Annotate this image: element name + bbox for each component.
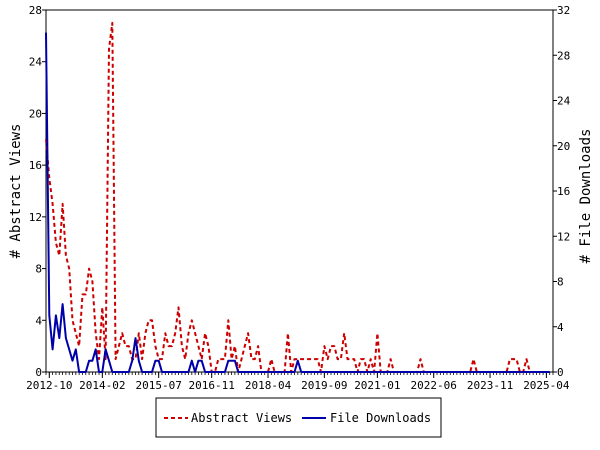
y2-axis-title: # File Downloads: [578, 129, 594, 264]
x-tick-label: 2019-09: [301, 379, 347, 392]
y2-tick-label: 24: [557, 95, 571, 108]
x-tick-label: 2016-11: [189, 379, 235, 392]
y2-tick-label: 28: [557, 49, 570, 62]
x-tick-label: 2025-04: [523, 379, 570, 392]
x-tick-label: 2018-04: [245, 379, 292, 392]
y-axis-title: # Abstract Views: [8, 124, 24, 259]
y2-tick-label: 0: [557, 366, 564, 379]
y2-tick-label: 20: [557, 140, 570, 153]
y2-tick-label: 32: [557, 4, 570, 17]
y2-tick-label: 12: [557, 230, 570, 243]
x-tick-label: 2021-01: [354, 379, 400, 392]
x-tick-label: 2014-02: [79, 379, 125, 392]
y-tick-label: 20: [29, 107, 42, 120]
legend-label-file-downloads: File Downloads: [330, 411, 431, 425]
x-tick-label: 2012-10: [26, 379, 72, 392]
y-tick-label: 24: [29, 56, 43, 69]
y-tick-label: 28: [29, 4, 42, 17]
series-lines: [45, 21, 550, 373]
axis-ticks: 0 4 8 12 16 20 24 28 0 4 8 12 16 20 24 28 32 2012-10 2014-…: [26, 4, 570, 392]
x-tick-label: 2022-06: [411, 379, 457, 392]
legend: Abstract Views File Downloads: [155, 397, 442, 438]
y2-tick-label: 8: [557, 276, 564, 289]
series-file-downloads-line: [45, 32, 550, 373]
y-tick-label: 12: [29, 211, 42, 224]
y2-tick-label: 4: [557, 321, 564, 334]
y2-tick-label: 16: [557, 185, 570, 198]
legend-label-abstract-views: Abstract Views: [191, 411, 292, 425]
plot-frame: [45, 9, 554, 373]
y-tick-label: 16: [29, 159, 42, 172]
x-tick-label: 2015-07: [135, 379, 181, 392]
y-tick-label: 0: [35, 366, 42, 379]
legend-box: [155, 397, 442, 438]
y-tick-label: 4: [35, 314, 42, 327]
x-tick-label: 2023-11: [467, 379, 513, 392]
y-tick-label: 8: [35, 263, 42, 276]
